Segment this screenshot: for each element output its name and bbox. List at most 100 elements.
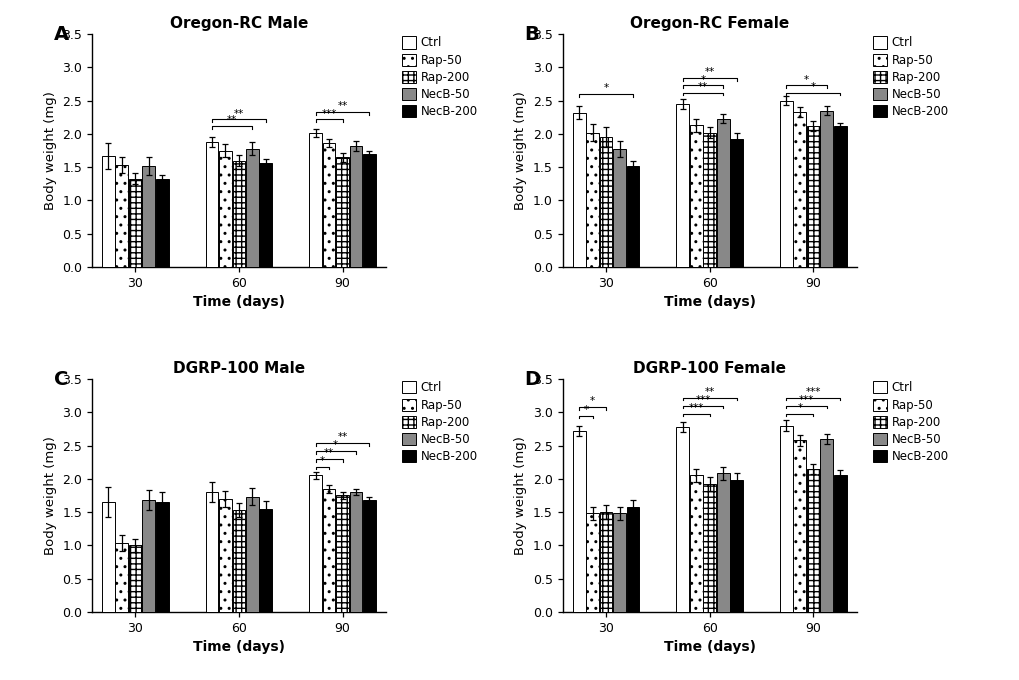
X-axis label: Time (days): Time (days) xyxy=(193,641,284,654)
Bar xyxy=(573,431,585,612)
Bar xyxy=(336,496,348,612)
Bar xyxy=(206,142,218,267)
Text: *: * xyxy=(319,456,325,466)
Bar xyxy=(143,500,155,612)
X-axis label: Time (days): Time (days) xyxy=(663,641,755,654)
Bar xyxy=(819,439,833,612)
Text: **: ** xyxy=(337,101,347,112)
Text: ***: *** xyxy=(688,403,703,413)
Bar xyxy=(309,133,322,267)
Text: ***: *** xyxy=(695,395,710,405)
Text: **: ** xyxy=(704,387,714,397)
Bar xyxy=(232,510,246,612)
Bar xyxy=(206,492,218,612)
Bar xyxy=(780,426,792,612)
Text: *: * xyxy=(797,403,802,413)
Bar xyxy=(115,165,128,267)
Bar xyxy=(716,118,729,267)
Bar xyxy=(336,157,348,267)
Bar xyxy=(232,160,246,267)
Bar xyxy=(156,502,168,612)
Text: *: * xyxy=(700,75,705,84)
Bar xyxy=(586,513,598,612)
Text: *: * xyxy=(583,405,588,415)
Bar xyxy=(612,148,626,267)
Title: Oregon-RC Male: Oregon-RC Male xyxy=(169,16,308,31)
Y-axis label: Body weight (mg): Body weight (mg) xyxy=(44,91,56,210)
Text: **: ** xyxy=(704,67,714,78)
Text: ***: *** xyxy=(805,387,820,397)
Title: DGRP-100 Male: DGRP-100 Male xyxy=(172,361,305,376)
Bar xyxy=(102,502,115,612)
Title: Oregon-RC Female: Oregon-RC Female xyxy=(630,16,789,31)
Bar xyxy=(806,469,819,612)
Bar xyxy=(780,101,792,267)
Text: **: ** xyxy=(227,115,237,125)
Bar xyxy=(806,126,819,267)
Bar xyxy=(730,139,742,267)
Bar xyxy=(833,475,846,612)
Bar xyxy=(573,113,585,267)
Text: **: ** xyxy=(697,82,707,92)
Bar xyxy=(128,545,142,612)
Bar xyxy=(115,543,128,612)
Bar xyxy=(689,475,702,612)
Bar xyxy=(128,178,142,267)
Bar xyxy=(599,512,611,612)
Legend: Ctrl, Rap-50, Rap-200, NecB-50, NecB-200: Ctrl, Rap-50, Rap-200, NecB-50, NecB-200 xyxy=(400,35,479,119)
Bar xyxy=(322,489,335,612)
Text: A: A xyxy=(53,24,68,44)
Text: D: D xyxy=(524,370,540,388)
Bar xyxy=(702,133,715,267)
Bar xyxy=(363,500,375,612)
X-axis label: Time (days): Time (days) xyxy=(663,295,755,309)
Bar xyxy=(143,166,155,267)
Y-axis label: Body weight (mg): Body weight (mg) xyxy=(514,91,527,210)
Bar xyxy=(833,126,846,267)
Bar xyxy=(626,166,639,267)
Bar xyxy=(599,137,611,267)
Bar xyxy=(156,179,168,267)
Bar xyxy=(309,475,322,612)
Bar xyxy=(322,143,335,267)
Bar xyxy=(259,163,272,267)
Bar xyxy=(102,156,115,267)
Bar xyxy=(219,499,231,612)
Bar xyxy=(350,492,362,612)
Legend: Ctrl, Rap-50, Rap-200, NecB-50, NecB-200: Ctrl, Rap-50, Rap-200, NecB-50, NecB-200 xyxy=(870,380,949,464)
Text: C: C xyxy=(53,370,68,388)
Bar xyxy=(246,497,259,612)
Text: *: * xyxy=(589,396,595,406)
Bar xyxy=(793,440,805,612)
Bar xyxy=(716,473,729,612)
Bar xyxy=(676,427,689,612)
Legend: Ctrl, Rap-50, Rap-200, NecB-50, NecB-200: Ctrl, Rap-50, Rap-200, NecB-50, NecB-200 xyxy=(400,380,479,464)
Title: DGRP-100 Female: DGRP-100 Female xyxy=(633,361,786,376)
Text: **: ** xyxy=(337,432,347,442)
Bar xyxy=(730,480,742,612)
Text: B: B xyxy=(524,24,538,44)
Y-axis label: Body weight (mg): Body weight (mg) xyxy=(514,436,527,555)
Bar xyxy=(819,111,833,267)
Bar xyxy=(626,507,639,612)
Bar xyxy=(586,133,598,267)
Y-axis label: Body weight (mg): Body weight (mg) xyxy=(44,436,56,555)
Text: **: ** xyxy=(233,109,244,118)
Text: *: * xyxy=(333,440,338,450)
Text: *: * xyxy=(810,82,815,92)
Bar xyxy=(676,104,689,267)
Bar xyxy=(246,148,259,267)
Legend: Ctrl, Rap-50, Rap-200, NecB-50, NecB-200: Ctrl, Rap-50, Rap-200, NecB-50, NecB-200 xyxy=(870,35,949,119)
Bar xyxy=(259,509,272,612)
Bar xyxy=(612,513,626,612)
Text: *: * xyxy=(603,83,608,93)
Bar xyxy=(793,112,805,267)
Text: *: * xyxy=(803,75,808,84)
Text: ***: *** xyxy=(321,109,336,118)
Bar xyxy=(702,484,715,612)
Text: **: ** xyxy=(324,448,334,458)
Bar xyxy=(219,150,231,267)
Bar xyxy=(350,146,362,267)
X-axis label: Time (days): Time (days) xyxy=(193,295,284,309)
Text: ***: *** xyxy=(798,395,813,405)
